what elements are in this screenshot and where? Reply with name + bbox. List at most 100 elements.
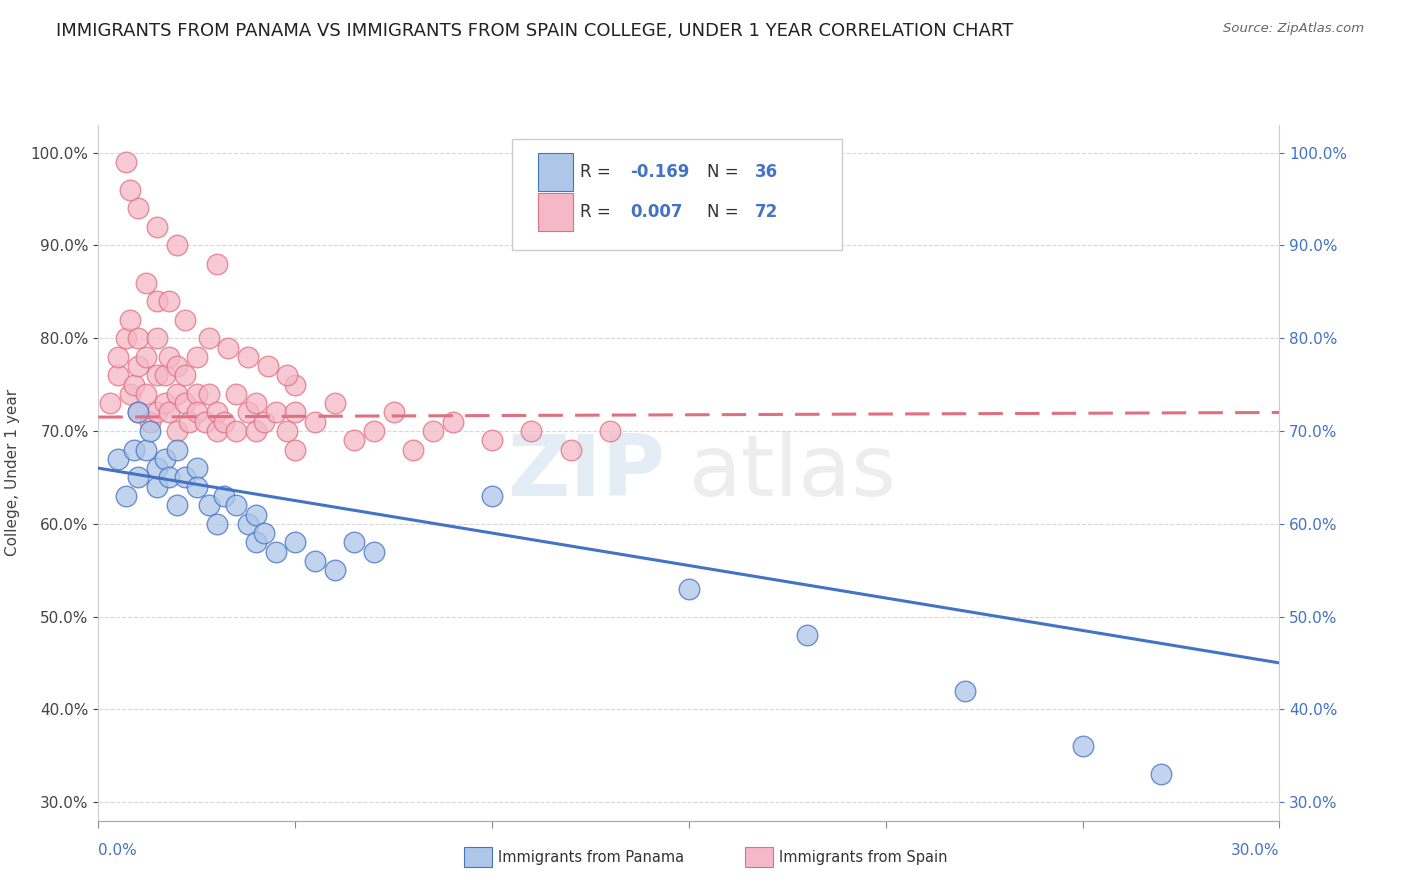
Point xyxy=(245,424,267,438)
Point xyxy=(186,480,208,494)
Point xyxy=(225,498,247,512)
Text: IMMIGRANTS FROM PANAMA VS IMMIGRANTS FROM SPAIN COLLEGE, UNDER 1 YEAR CORRELATIO: IMMIGRANTS FROM PANAMA VS IMMIGRANTS FRO… xyxy=(56,22,1014,40)
Point xyxy=(214,415,236,429)
Point xyxy=(481,489,503,503)
Point xyxy=(127,405,149,419)
Point xyxy=(135,442,157,457)
Point xyxy=(217,341,239,355)
Point xyxy=(186,387,208,401)
Point xyxy=(138,415,160,429)
Point xyxy=(236,405,259,419)
Point xyxy=(107,350,129,364)
Point xyxy=(205,257,228,271)
Text: R =: R = xyxy=(581,163,616,181)
Point xyxy=(135,387,157,401)
Point xyxy=(304,554,326,568)
Point xyxy=(166,387,188,401)
Point xyxy=(155,368,177,383)
FancyBboxPatch shape xyxy=(512,139,842,250)
Point xyxy=(343,535,366,549)
Point xyxy=(146,480,169,494)
Point xyxy=(225,424,247,438)
Text: atlas: atlas xyxy=(689,431,897,515)
Point xyxy=(166,359,188,373)
Point xyxy=(236,350,259,364)
Text: ZIP: ZIP xyxy=(508,431,665,515)
Point xyxy=(127,331,149,345)
Point xyxy=(1150,767,1173,781)
Point xyxy=(157,294,180,309)
Point xyxy=(155,451,177,466)
Point xyxy=(115,331,138,345)
Point xyxy=(599,424,621,438)
Point xyxy=(678,582,700,596)
Point xyxy=(186,350,208,364)
Point xyxy=(304,415,326,429)
Point xyxy=(146,294,169,309)
Text: 30.0%: 30.0% xyxy=(1232,843,1279,858)
Point xyxy=(174,470,197,484)
Point xyxy=(146,219,169,234)
Text: Immigrants from Panama: Immigrants from Panama xyxy=(498,850,683,864)
Point xyxy=(115,155,138,169)
Point xyxy=(264,544,287,558)
Point xyxy=(186,461,208,475)
Point xyxy=(205,516,228,531)
Point xyxy=(118,183,141,197)
Point xyxy=(363,424,385,438)
Point xyxy=(422,424,444,438)
Point xyxy=(127,470,149,484)
Point xyxy=(1071,739,1094,754)
Text: R =: R = xyxy=(581,202,616,221)
Point xyxy=(284,535,307,549)
Point xyxy=(236,516,259,531)
FancyBboxPatch shape xyxy=(537,153,574,191)
Point xyxy=(245,535,267,549)
Point xyxy=(382,405,405,419)
Point xyxy=(127,405,149,419)
Point xyxy=(138,424,160,438)
Point xyxy=(343,434,366,448)
Point xyxy=(122,442,145,457)
Point xyxy=(253,526,276,541)
Point xyxy=(146,331,169,345)
Point xyxy=(284,442,307,457)
Point xyxy=(560,442,582,457)
Text: 36: 36 xyxy=(755,163,778,181)
Point xyxy=(197,498,219,512)
Point xyxy=(441,415,464,429)
Point xyxy=(225,387,247,401)
Point xyxy=(157,350,180,364)
Point xyxy=(166,498,188,512)
Text: Immigrants from Spain: Immigrants from Spain xyxy=(779,850,948,864)
Text: N =: N = xyxy=(707,202,744,221)
Point xyxy=(953,683,976,698)
Point xyxy=(253,415,276,429)
Text: Source: ZipAtlas.com: Source: ZipAtlas.com xyxy=(1223,22,1364,36)
Point xyxy=(115,489,138,503)
Point xyxy=(520,424,543,438)
Point xyxy=(135,276,157,290)
Point xyxy=(276,368,298,383)
Point xyxy=(146,461,169,475)
Point xyxy=(186,405,208,419)
Point xyxy=(323,396,346,410)
Point xyxy=(107,368,129,383)
Point xyxy=(245,396,267,410)
FancyBboxPatch shape xyxy=(537,193,574,231)
Text: N =: N = xyxy=(707,163,744,181)
Point xyxy=(323,563,346,577)
Point xyxy=(796,628,818,642)
Point xyxy=(166,238,188,252)
Point xyxy=(127,202,149,216)
Point xyxy=(363,544,385,558)
Point xyxy=(166,442,188,457)
Point xyxy=(214,489,236,503)
Point xyxy=(284,377,307,392)
Point xyxy=(197,331,219,345)
Point xyxy=(107,451,129,466)
Text: 72: 72 xyxy=(755,202,779,221)
Point xyxy=(127,359,149,373)
Point xyxy=(256,359,278,373)
Point xyxy=(155,396,177,410)
